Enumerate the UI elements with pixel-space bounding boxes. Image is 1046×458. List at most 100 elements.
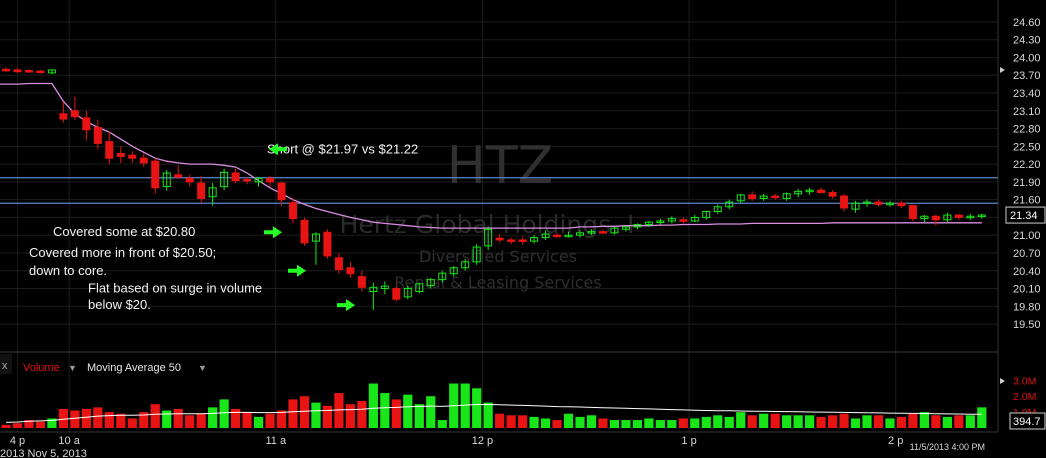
candle <box>47 69 56 75</box>
candle-body <box>128 154 137 159</box>
volume-bar <box>139 412 149 428</box>
candle-body <box>656 220 665 223</box>
candle <box>323 229 332 259</box>
candle <box>530 235 539 244</box>
volume-title[interactable]: Volume <box>23 362 60 374</box>
candle <box>334 252 343 274</box>
price-tick-label: 21.60 <box>1013 195 1041 207</box>
volume-bar <box>885 418 895 428</box>
grid <box>0 0 999 432</box>
volume-bar <box>782 415 792 428</box>
volume-bar <box>690 418 700 428</box>
volume-bar <box>816 416 826 428</box>
candle <box>266 175 275 187</box>
indicator-dropdown-icon[interactable]: ▼ <box>198 363 207 373</box>
candle <box>495 234 504 243</box>
price-pointer-icon <box>1000 67 1005 73</box>
volume-bar <box>713 415 723 428</box>
candle <box>346 261 355 278</box>
volume-bar <box>827 415 838 428</box>
candle <box>564 231 573 238</box>
volume-bar <box>701 416 711 428</box>
volume-bar <box>862 415 872 428</box>
price-tick-label: 20.10 <box>1013 284 1041 296</box>
volume-bar <box>93 407 103 428</box>
volume-bar <box>483 402 493 428</box>
volume-dropdown-icon[interactable]: ▼ <box>68 363 77 373</box>
candle <box>725 199 734 210</box>
candle <box>702 210 711 220</box>
volume-bar <box>460 383 470 428</box>
candle-body <box>484 228 493 247</box>
volume-tick-label: 3.0M <box>1013 375 1036 387</box>
candle-body <box>357 276 366 288</box>
watermark-sector: Diversified Services <box>419 247 577 266</box>
candle-body <box>725 201 734 208</box>
candle <box>380 281 389 295</box>
volume-bar <box>357 401 367 428</box>
candle-body <box>541 233 550 239</box>
candle-body <box>47 69 56 74</box>
candle-body <box>70 110 79 118</box>
time-tick-label: 10 a <box>58 435 80 447</box>
candle <box>128 151 137 163</box>
candle <box>231 168 240 184</box>
candle-body <box>105 141 114 159</box>
candle <box>748 191 757 201</box>
price-tick-label: 24.60 <box>1013 17 1041 29</box>
volume-bar <box>414 404 424 428</box>
volume-bar <box>426 396 436 428</box>
candle <box>243 177 252 185</box>
volume-header: x Volume ▼ Moving Average 50 ▼ <box>0 354 207 374</box>
candle <box>931 215 940 226</box>
volume-last-box <box>1009 412 1046 430</box>
volume-bar <box>173 408 183 428</box>
candle-body <box>162 172 171 188</box>
candle-body <box>702 211 711 218</box>
candle-body <box>403 288 412 298</box>
price-tick-label: 23.10 <box>1013 106 1041 118</box>
watermark: HTZ Hertz Global Holdings, I Diversified… <box>340 136 635 292</box>
panel-collapse-button[interactable] <box>0 354 12 374</box>
candle <box>197 175 206 203</box>
volume-bar <box>231 408 241 428</box>
candle <box>553 232 562 238</box>
candle-body <box>966 215 975 219</box>
price-tick-label: 23.70 <box>1013 70 1041 82</box>
candle <box>817 187 826 194</box>
candle <box>759 193 768 201</box>
watermark-company: Hertz Global Holdings, I <box>340 210 635 239</box>
candle <box>311 232 320 265</box>
candle <box>598 229 607 235</box>
price-tick-label: 22.50 <box>1013 141 1041 153</box>
arrow-right-icon <box>337 299 355 312</box>
volume-bar <box>1 424 11 428</box>
volume-bar <box>104 412 114 428</box>
candle <box>220 168 229 191</box>
candle <box>541 230 550 240</box>
moving-average-line <box>0 82 982 229</box>
volume-bar <box>437 420 447 428</box>
price-tick-label: 19.50 <box>1013 319 1041 331</box>
volume-bar <box>35 421 46 428</box>
candle-body <box>805 189 814 193</box>
candle-body <box>311 233 320 242</box>
candle-body <box>530 237 539 242</box>
candle <box>162 170 171 191</box>
candle-body <box>2 68 10 72</box>
candle-body <box>507 239 516 242</box>
annotation-text: Flat based on surge in volume <box>88 281 262 296</box>
volume-bar <box>299 396 310 428</box>
candle-body <box>472 246 481 263</box>
volume-bar <box>127 418 137 428</box>
indicator-title[interactable]: Moving Average 50 <box>87 362 181 374</box>
candle <box>139 153 148 168</box>
candle-body <box>174 174 183 178</box>
volume-bar <box>931 415 941 428</box>
annotation-text: Covered more in front of $20.50; <box>29 245 216 260</box>
candle-body <box>449 267 458 275</box>
candle <box>690 215 699 223</box>
